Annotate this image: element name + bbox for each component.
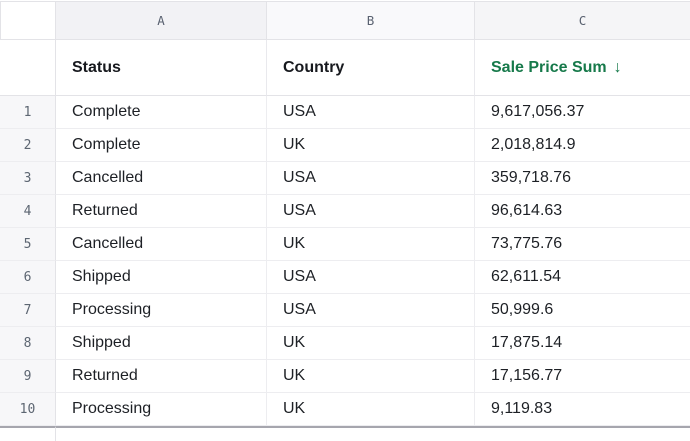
row-number-6[interactable]: 6 [0, 261, 56, 294]
cell-C10[interactable]: 9,119.83 [474, 393, 690, 426]
cell-value: UK [283, 334, 305, 352]
cell-value: UK [283, 136, 305, 154]
cell-B3[interactable]: USA [266, 162, 474, 195]
spreadsheet: A B C Status Country Sale Price Sum ↓ 1 … [0, 1, 690, 441]
header-row-gutter [0, 40, 56, 96]
cell-value: 62,611.54 [491, 268, 561, 286]
cell-value: 9,617,056.37 [491, 103, 584, 121]
cell-C3[interactable]: 359,718.76 [474, 162, 690, 195]
row-number-10[interactable]: 10 [0, 393, 56, 426]
cell-A9[interactable]: Returned [56, 360, 266, 393]
cell-value: Returned [72, 202, 138, 220]
row-number-2[interactable]: 2 [0, 129, 56, 162]
row-number-9[interactable]: 9 [0, 360, 56, 393]
row-number-label: 10 [20, 402, 36, 417]
cell-value: USA [283, 268, 316, 286]
row-number-label: 8 [24, 336, 32, 351]
gutter-filler [0, 426, 56, 441]
cell-value: 50,999.6 [491, 301, 553, 319]
cell-C4[interactable]: 96,614.63 [474, 195, 690, 228]
cell-B10[interactable]: UK [266, 393, 474, 426]
row-number-1[interactable]: 1 [0, 96, 56, 129]
cell-value: 17,875.14 [491, 334, 562, 352]
cell-B7[interactable]: USA [266, 294, 474, 327]
row-number-4[interactable]: 4 [0, 195, 56, 228]
row-number-label: 1 [24, 105, 32, 120]
header-cell-country[interactable]: Country [266, 40, 474, 96]
row-number-7[interactable]: 7 [0, 294, 56, 327]
cell-value: UK [283, 367, 305, 385]
cell-A7[interactable]: Processing [56, 294, 266, 327]
cell-C9[interactable]: 17,156.77 [474, 360, 690, 393]
cell-value: UK [283, 235, 305, 253]
cell-A10[interactable]: Processing [56, 393, 266, 426]
cell-value: Complete [72, 103, 140, 121]
cell-value: Returned [72, 367, 138, 385]
row-number-label: 9 [24, 369, 32, 384]
cell-value: 2,018,814.9 [491, 136, 576, 154]
cell-value: Shipped [72, 268, 131, 286]
row-number-label: 7 [24, 303, 32, 318]
cell-value: UK [283, 400, 305, 418]
row-number-label: 5 [24, 237, 32, 252]
row-number-5[interactable]: 5 [0, 228, 56, 261]
row-number-8[interactable]: 8 [0, 327, 56, 360]
cell-A1[interactable]: Complete [56, 96, 266, 129]
sort-descending-icon: ↓ [614, 59, 622, 77]
cell-A6[interactable]: Shipped [56, 261, 266, 294]
row-number-3[interactable]: 3 [0, 162, 56, 195]
column-letter: A [157, 13, 165, 28]
column-header-c[interactable]: C [474, 2, 690, 40]
cell-C8[interactable]: 17,875.14 [474, 327, 690, 360]
cell-value: Processing [72, 400, 151, 418]
row-number-label: 4 [24, 204, 32, 219]
cell-value: USA [283, 103, 316, 121]
cell-value: Cancelled [72, 235, 143, 253]
cell-A3[interactable]: Cancelled [56, 162, 266, 195]
cell-B4[interactable]: USA [266, 195, 474, 228]
sheet-end-divider [56, 426, 690, 441]
cell-value: USA [283, 301, 316, 319]
row-number-label: 3 [24, 171, 32, 186]
cell-value: 96,614.63 [491, 202, 562, 220]
cell-value: 359,718.76 [491, 169, 571, 187]
cell-B8[interactable]: UK [266, 327, 474, 360]
header-label: Sale Price Sum [491, 59, 607, 77]
row-number-label: 6 [24, 270, 32, 285]
cell-B2[interactable]: UK [266, 129, 474, 162]
column-header-a[interactable]: A [56, 2, 266, 40]
column-letter: C [579, 13, 587, 28]
cell-C5[interactable]: 73,775.76 [474, 228, 690, 261]
cell-value: Processing [72, 301, 151, 319]
cell-value: Complete [72, 136, 140, 154]
header-cell-sale-price-sum[interactable]: Sale Price Sum ↓ [474, 40, 690, 96]
cell-A5[interactable]: Cancelled [56, 228, 266, 261]
column-header-b[interactable]: B [266, 2, 474, 40]
header-label: Country [283, 59, 344, 77]
cell-B1[interactable]: USA [266, 96, 474, 129]
cell-value: 9,119.83 [491, 400, 552, 418]
cell-C6[interactable]: 62,611.54 [474, 261, 690, 294]
cell-A4[interactable]: Returned [56, 195, 266, 228]
cell-C1[interactable]: 9,617,056.37 [474, 96, 690, 129]
cell-B6[interactable]: USA [266, 261, 474, 294]
cell-B9[interactable]: UK [266, 360, 474, 393]
cell-value: USA [283, 169, 316, 187]
cell-value: 73,775.76 [491, 235, 562, 253]
cell-C7[interactable]: 50,999.6 [474, 294, 690, 327]
cell-C2[interactable]: 2,018,814.9 [474, 129, 690, 162]
select-all-corner[interactable] [0, 2, 56, 40]
cell-value: 17,156.77 [491, 367, 562, 385]
header-label: Status [72, 59, 121, 77]
cell-A8[interactable]: Shipped [56, 327, 266, 360]
cell-B5[interactable]: UK [266, 228, 474, 261]
cell-value: Cancelled [72, 169, 143, 187]
header-cell-status[interactable]: Status [56, 40, 266, 96]
cell-value: USA [283, 202, 316, 220]
row-number-label: 2 [24, 138, 32, 153]
cell-value: Shipped [72, 334, 131, 352]
cell-A2[interactable]: Complete [56, 129, 266, 162]
column-letter: B [367, 13, 375, 28]
